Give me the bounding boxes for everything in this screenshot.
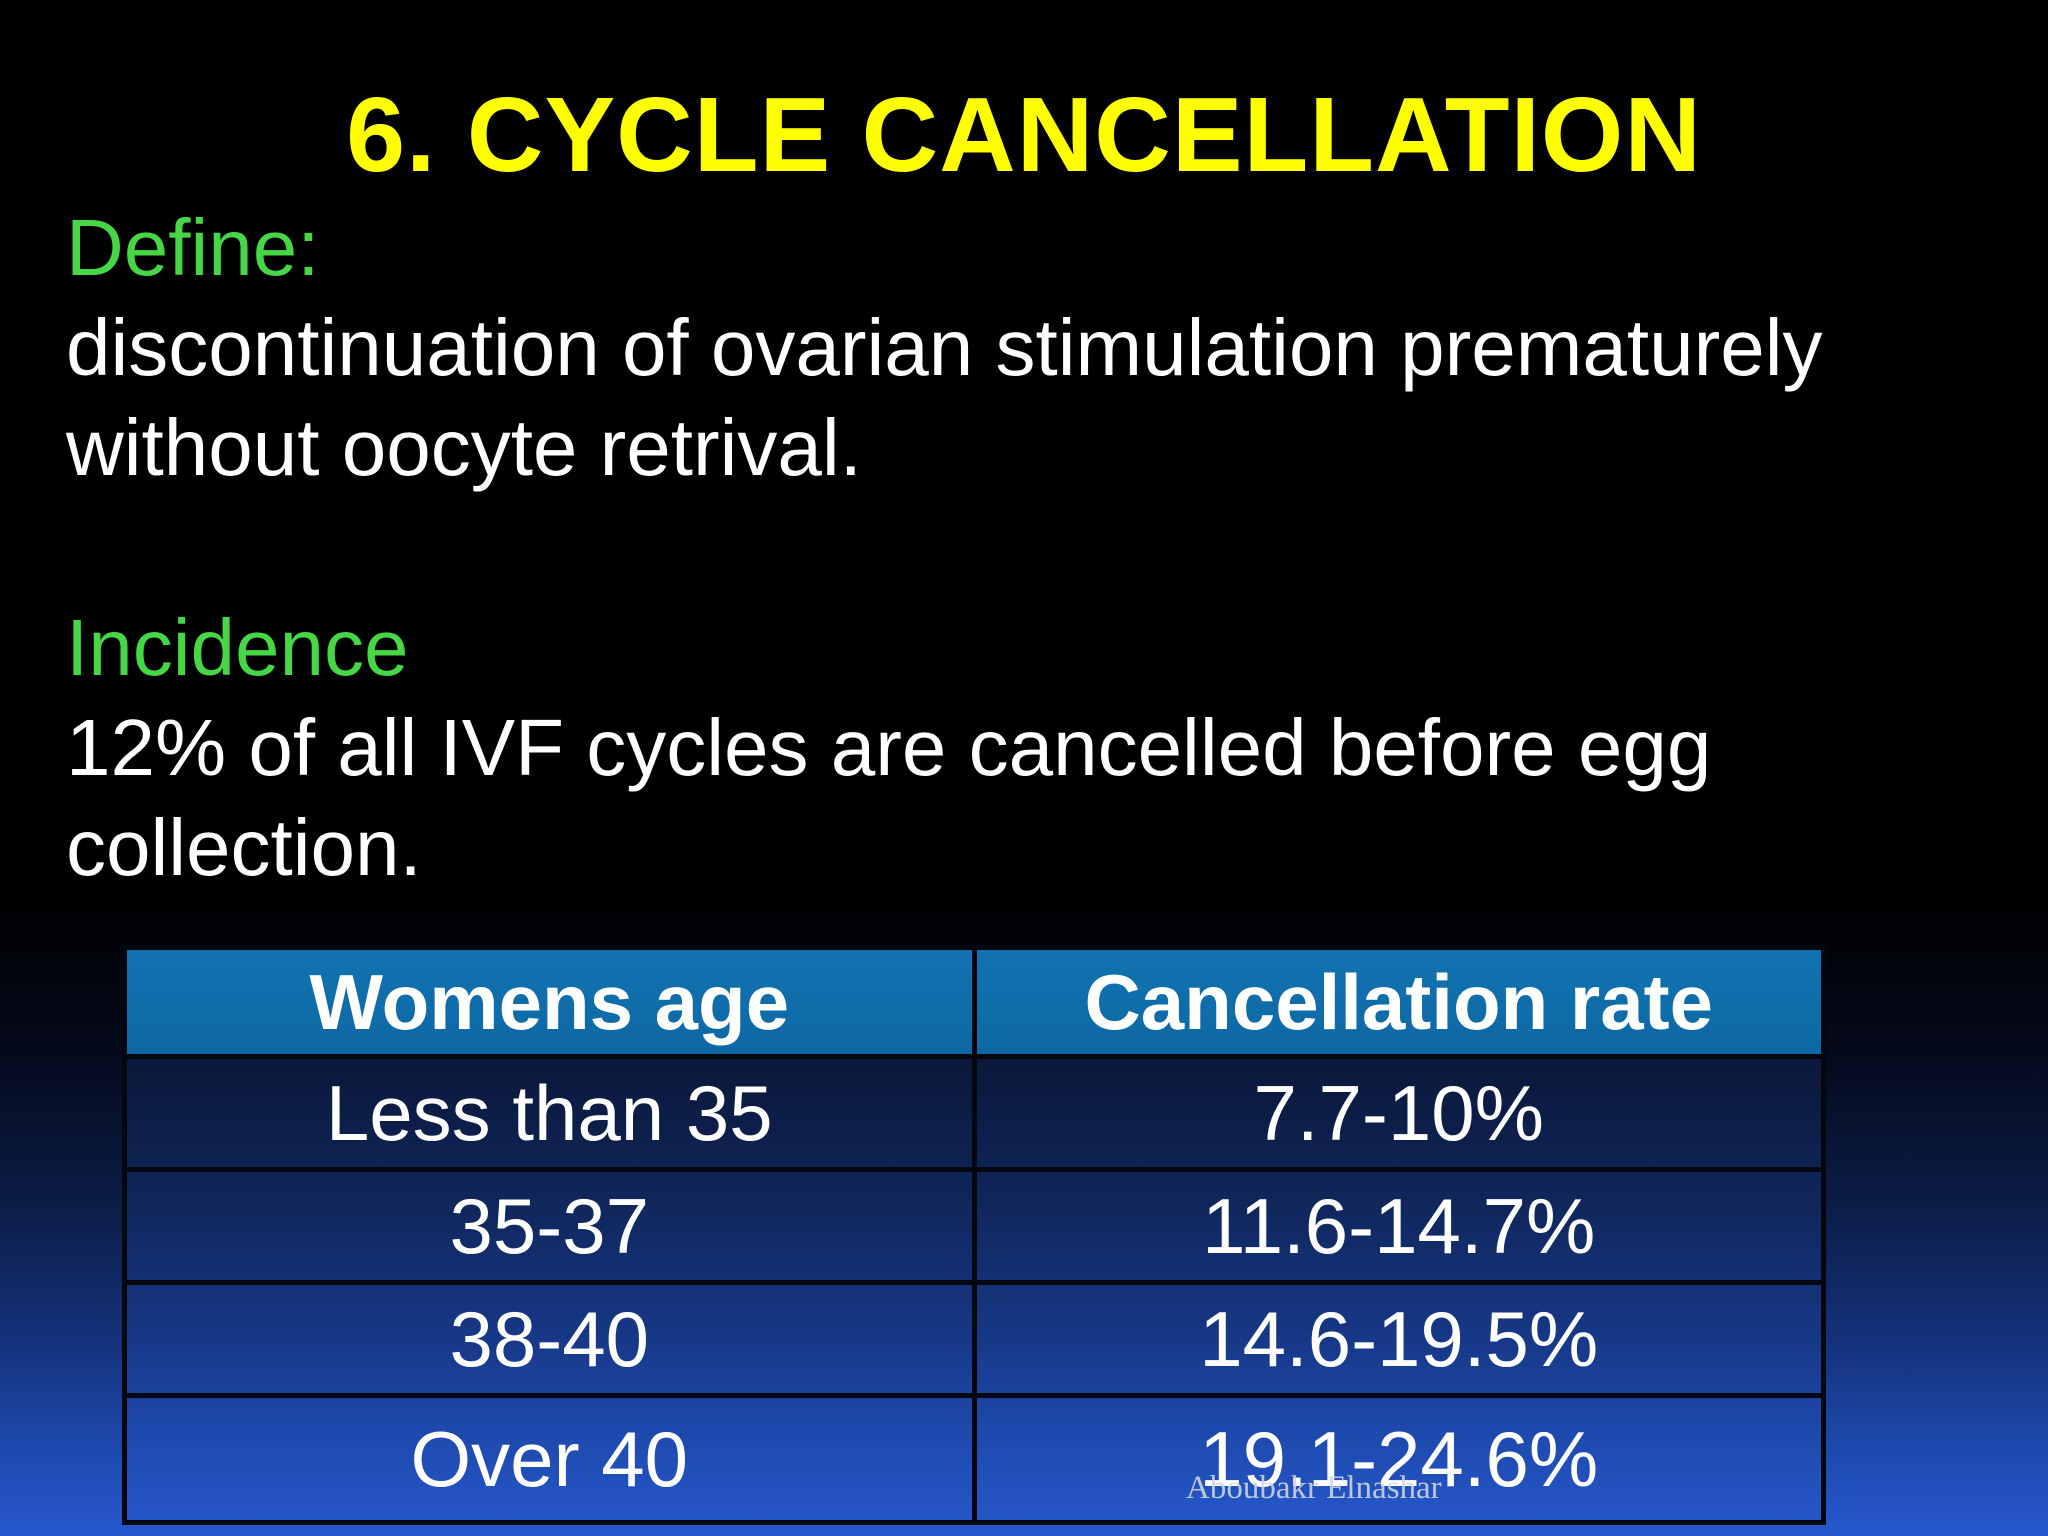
cancellation-rate-table: Womens age Cancellation rate Less than 3…: [122, 945, 1826, 1525]
define-label: Define:: [66, 203, 320, 292]
table-row: Less than 35 7.7-10%: [122, 1054, 1826, 1172]
incidence-label: Incidence: [66, 603, 409, 692]
table-row: Over 40 19.1-24.6%: [122, 1393, 1826, 1525]
table-row: 35-37 11.6-14.7%: [122, 1167, 1826, 1285]
define-line-1: discontinuation of ovarian stimulation p…: [66, 303, 1823, 392]
table-cell-rate: 7.7-10%: [971, 1054, 1826, 1172]
author-watermark: Aboubakr Elnashar: [1186, 1470, 1442, 1506]
table-header-womens-age: Womens age: [122, 945, 977, 1059]
table-cell-age: 35-37: [122, 1167, 977, 1285]
incidence-line-2: collection.: [66, 803, 422, 892]
define-line-2: without oocyte retrival.: [66, 403, 862, 492]
table-cell-age: Less than 35: [122, 1054, 977, 1172]
slide-title: 6. CYCLE CANCELLATION: [346, 76, 1702, 194]
spacer-line: [66, 498, 1822, 598]
table-cell-rate: 11.6-14.7%: [971, 1167, 1826, 1285]
table-header-row: Womens age Cancellation rate: [122, 945, 1826, 1059]
incidence-line-1: 12% of all IVF cycles are cancelled befo…: [66, 703, 1712, 792]
table-header-cancellation-rate: Cancellation rate: [971, 945, 1826, 1059]
table-row: 38-40 14.6-19.5%: [122, 1280, 1826, 1398]
table-cell-age: Over 40: [122, 1393, 977, 1525]
table-cell-rate: 19.1-24.6%: [971, 1393, 1826, 1525]
body-text-block: Define: discontinuation of ovarian stimu…: [66, 198, 1822, 898]
table-cell-rate: 14.6-19.5%: [971, 1280, 1826, 1398]
table-cell-age: 38-40: [122, 1280, 977, 1398]
